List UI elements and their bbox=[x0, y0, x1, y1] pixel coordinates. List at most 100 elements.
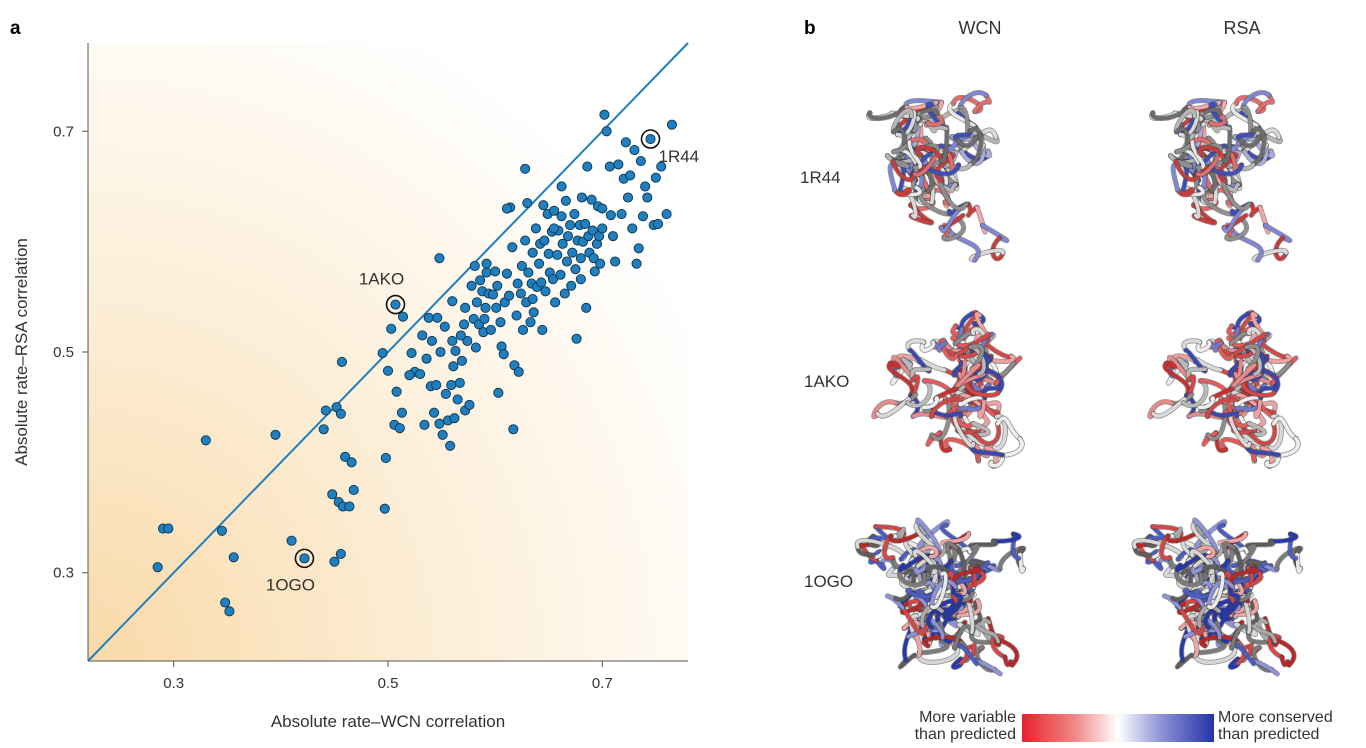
data-point bbox=[527, 247, 538, 258]
data-point bbox=[440, 388, 451, 399]
backbone-segment bbox=[926, 431, 942, 447]
data-point bbox=[434, 253, 445, 264]
data-point bbox=[471, 297, 482, 308]
data-point bbox=[318, 424, 329, 435]
data-point bbox=[666, 119, 677, 130]
data-point bbox=[455, 330, 466, 341]
data-point bbox=[404, 370, 415, 381]
data-point bbox=[501, 203, 512, 214]
data-point bbox=[610, 256, 621, 267]
data-point bbox=[522, 197, 533, 209]
data-point bbox=[512, 278, 523, 289]
backbone-segment bbox=[1234, 395, 1263, 407]
backbone-segment bbox=[988, 453, 1005, 468]
backbone-segment bbox=[906, 339, 926, 352]
data-point bbox=[661, 209, 672, 220]
protein-1r44-wcn bbox=[865, 90, 1010, 263]
x-tick-label: 0.7 bbox=[592, 675, 613, 692]
data-point bbox=[556, 211, 567, 222]
backbone-segment bbox=[1274, 236, 1288, 261]
data-point bbox=[556, 181, 567, 192]
backbone-segment bbox=[1203, 108, 1223, 116]
data-point bbox=[520, 163, 531, 174]
data-point bbox=[449, 413, 460, 424]
backbone-segment bbox=[1215, 339, 1235, 361]
highlight-ring bbox=[385, 294, 406, 315]
backbone-segment bbox=[1264, 414, 1284, 450]
data-point bbox=[485, 324, 496, 335]
data-point bbox=[224, 606, 235, 617]
data-point bbox=[335, 548, 346, 560]
column-head-rsa: RSA bbox=[1223, 18, 1261, 38]
panel-a-label: a bbox=[10, 18, 21, 39]
backbone-segment bbox=[1249, 621, 1277, 644]
data-point bbox=[439, 321, 450, 332]
scatter-plot: 0.3 0.5 0.7 0.3 0.5 0.7 1R44 1AKO 1OGO Absolute… bbox=[12, 42, 700, 731]
backbone-segment bbox=[1203, 598, 1235, 630]
backbone-segment bbox=[1174, 159, 1200, 182]
data-point bbox=[415, 369, 426, 380]
data-point bbox=[487, 289, 499, 300]
legend-right-line2: than predicted bbox=[1218, 726, 1320, 743]
data-point bbox=[228, 552, 239, 563]
data-point bbox=[511, 310, 522, 321]
data-point bbox=[432, 312, 443, 323]
backbone-segment bbox=[991, 532, 1021, 543]
data-point bbox=[447, 335, 458, 347]
data-point bbox=[459, 319, 470, 330]
data-point bbox=[555, 269, 566, 280]
legend-left-text: More variable than predicted bbox=[900, 709, 1016, 743]
data-point bbox=[582, 161, 593, 172]
backbone-segment bbox=[920, 340, 936, 352]
data-point bbox=[507, 242, 518, 253]
data-point bbox=[340, 451, 351, 462]
backbone-segment bbox=[1251, 126, 1266, 167]
protein-1ogo-rsa bbox=[1131, 517, 1304, 677]
data-point bbox=[589, 266, 600, 277]
protein-1r44-rsa bbox=[1148, 90, 1293, 263]
backbone-segment bbox=[942, 217, 966, 241]
data-point bbox=[633, 243, 644, 254]
backbone-segment bbox=[951, 95, 983, 114]
backbone-segment bbox=[894, 392, 918, 406]
data-point bbox=[575, 274, 586, 285]
legend-left-line2: than predicted bbox=[914, 726, 1016, 743]
backbone-segment bbox=[971, 421, 991, 437]
data-point bbox=[504, 290, 515, 301]
diagonal-line bbox=[87, 42, 689, 662]
backbone-segment bbox=[1230, 101, 1259, 128]
protein-1ako-wcn bbox=[871, 309, 1025, 469]
data-point bbox=[625, 170, 636, 181]
backbone-segment bbox=[1256, 93, 1275, 114]
backbone-segment bbox=[1252, 248, 1288, 262]
data-point bbox=[481, 267, 492, 278]
data-point bbox=[336, 356, 347, 367]
backbone-segment bbox=[1271, 416, 1298, 441]
backbone-segment bbox=[900, 606, 929, 636]
data-point bbox=[419, 419, 430, 430]
data-point bbox=[640, 181, 651, 192]
backbone-segment bbox=[1249, 202, 1262, 217]
highlight-label: 1R44 bbox=[659, 147, 700, 166]
data-point bbox=[516, 260, 527, 271]
data-point bbox=[627, 223, 638, 234]
data-point bbox=[620, 137, 631, 148]
backbone-segment bbox=[885, 594, 905, 610]
data-point bbox=[426, 335, 437, 347]
data-point bbox=[200, 435, 211, 446]
backbone-segment bbox=[1250, 422, 1277, 446]
backbone-segment bbox=[1267, 634, 1284, 659]
backbone-segment bbox=[974, 422, 1001, 446]
backbone-segment bbox=[913, 549, 938, 575]
backbone-segment bbox=[966, 202, 979, 217]
data-point bbox=[479, 313, 490, 324]
row-head-1ogo: 1OGO bbox=[804, 572, 854, 591]
backbone-segment bbox=[1246, 327, 1263, 340]
backbone-segment bbox=[1162, 594, 1182, 610]
data-point bbox=[498, 349, 509, 360]
data-point bbox=[530, 223, 541, 234]
data-point bbox=[344, 501, 355, 512]
data-point bbox=[346, 457, 357, 468]
data-point bbox=[515, 288, 526, 299]
data-point bbox=[448, 361, 459, 372]
